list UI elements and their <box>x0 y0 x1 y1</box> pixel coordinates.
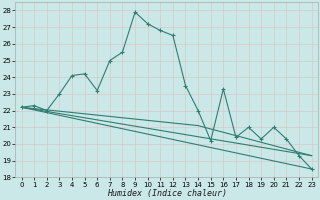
X-axis label: Humidex (Indice chaleur): Humidex (Indice chaleur) <box>107 189 227 198</box>
